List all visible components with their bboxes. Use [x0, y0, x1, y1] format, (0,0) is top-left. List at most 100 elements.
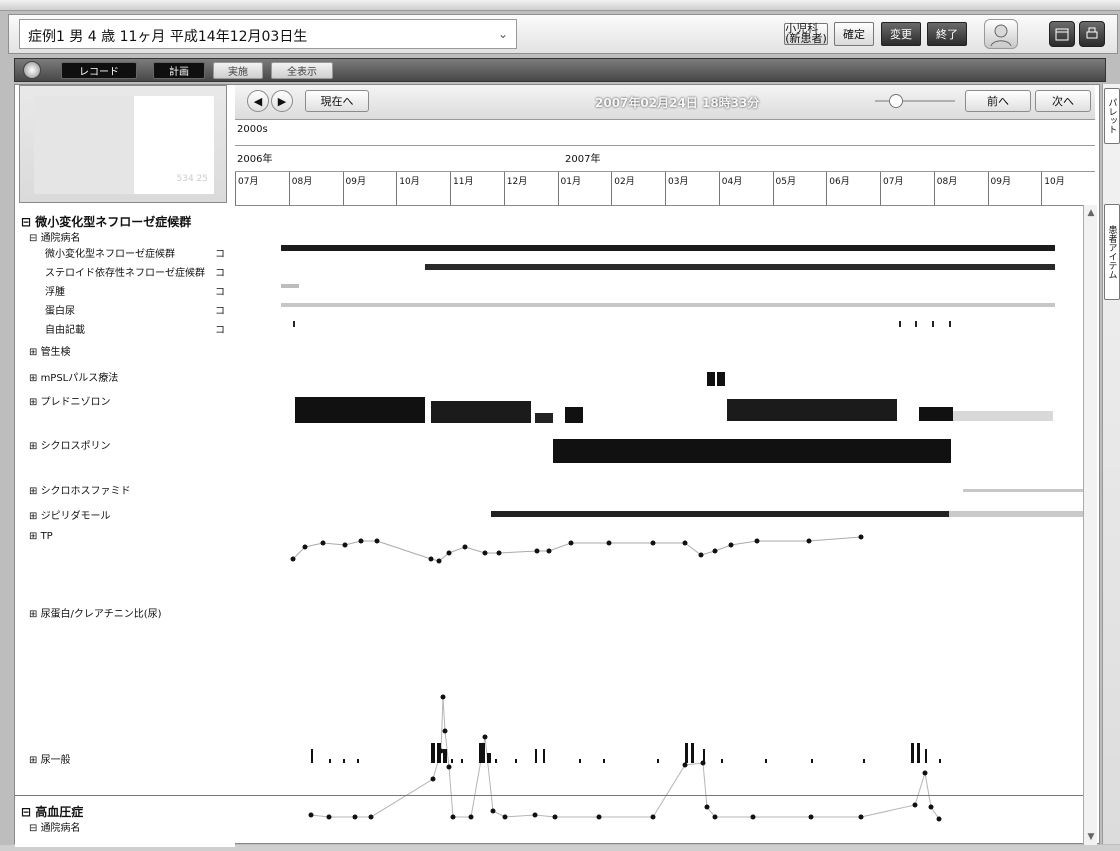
track-label: 尿蛋白/クレアチニン比(尿)	[40, 609, 162, 620]
calendar-button[interactable]	[1049, 21, 1075, 47]
expand-icon[interactable]: ⊞	[29, 347, 41, 358]
track-item[interactable]: ⊞ シクロスポリン	[29, 437, 111, 452]
chevron-down-icon[interactable]: ⌄	[497, 27, 508, 41]
prev-button[interactable]: 前へ	[965, 90, 1031, 112]
timeline-month-tick	[557, 172, 559, 205]
diag-bar-3	[281, 284, 299, 288]
expand-icon[interactable]: ⊞	[29, 755, 41, 766]
diagnosis-group-2-label: 通院病名	[40, 823, 81, 834]
prev-button-label: 前へ	[987, 95, 1009, 108]
diagnosis-item[interactable]: ステロイド依存性ネフローゼ症候群	[45, 268, 205, 279]
tab-actual-label: 実施	[228, 67, 248, 78]
section-title-hypertension: ⊟ 高血圧症	[21, 803, 83, 820]
timeline-month-tick	[772, 172, 774, 205]
app-logo-icon	[23, 61, 41, 79]
collapse-icon[interactable]: ⊟	[21, 215, 36, 229]
track-item[interactable]: ⊞ 尿蛋白/クレアチニン比(尿)	[29, 605, 162, 620]
scroll-up-icon[interactable]: ▲	[1087, 208, 1095, 218]
change-button[interactable]: 変更	[881, 22, 921, 46]
diagnosis-item[interactable]: 蛋白尿	[45, 306, 75, 317]
timeline-month-tick	[503, 172, 505, 205]
scroll-down-icon[interactable]: ▼	[1087, 832, 1095, 842]
tab-show-all[interactable]: 全表示	[271, 62, 333, 79]
print-button[interactable]	[1079, 21, 1105, 47]
diagnosis-item[interactable]: 微小変化型ネフローゼ症候群	[45, 249, 175, 260]
overview-thumbnail-note: 534 25	[176, 174, 209, 184]
timeline-month-label: 11月	[453, 177, 474, 187]
expand-icon[interactable]: ⊞	[29, 609, 41, 620]
timeline-month-tick	[826, 172, 828, 205]
timeline-month-label: 08月	[291, 177, 313, 187]
tab-actual[interactable]: 実施	[213, 62, 263, 79]
collapse-icon[interactable]: ⊟	[21, 805, 36, 819]
main-workspace: 534 25 ◀ ▶ 現在へ 2007年02月24日 18時33分 前へ 次へ	[14, 84, 1100, 847]
overview-thumbnail[interactable]: 534 25	[19, 85, 227, 203]
tp-points	[290, 534, 864, 564]
section-title-nephrotic: ⊟ 微小変化型ネフローゼ症候群	[21, 213, 191, 230]
timeline-month-tick	[665, 172, 666, 205]
timeline-month-tick	[880, 172, 881, 205]
tab-plan[interactable]: 計画	[153, 62, 205, 79]
diagnosis-flag: コ	[215, 268, 225, 279]
confirm-button[interactable]: 確定	[834, 22, 874, 46]
collapse-icon[interactable]: ⊟	[29, 233, 41, 244]
timeline-month-label: 10月	[399, 177, 420, 187]
user-avatar[interactable]	[984, 19, 1018, 49]
track-item[interactable]: ⊞ ジピリダモール	[29, 507, 111, 522]
diagnosis-flag: コ	[215, 306, 225, 317]
track-item[interactable]: ⊞ プレドニゾロン	[29, 393, 111, 408]
timeline-month-tick	[933, 172, 935, 205]
track-item[interactable]: ⊞ シクロホスファミド	[29, 482, 131, 497]
forward-button[interactable]: ▶	[271, 90, 293, 112]
tab-record-label: レコード	[79, 67, 119, 78]
expand-icon[interactable]: ⊞	[29, 486, 41, 497]
palette-tab[interactable]: パレット	[1104, 88, 1120, 144]
pulse-block-2	[717, 372, 725, 386]
expand-icon[interactable]: ⊞	[29, 397, 41, 408]
track-item[interactable]: ⊞ 管生検	[29, 343, 71, 358]
now-button-label: 現在へ	[320, 95, 354, 108]
current-datetime: 2007年02月24日 18時33分	[595, 96, 760, 110]
timeline-month-label: 08月	[936, 177, 958, 187]
track-item[interactable]: ⊞ 尿一般	[29, 751, 71, 766]
exit-button[interactable]: 終了	[927, 22, 967, 46]
timeline-year-2006: 2006年	[237, 154, 273, 165]
back-button[interactable]: ◀	[247, 90, 269, 112]
section-title-hypertension-text: 高血圧症	[35, 805, 84, 819]
diagnosis-item[interactable]: 自由記載	[45, 325, 85, 336]
zoom-slider-thumb[interactable]	[889, 94, 903, 108]
expand-icon[interactable]: ⊞	[29, 511, 41, 522]
tab-record[interactable]: レコード	[61, 62, 137, 79]
timeline-decade-row: 2000s	[235, 119, 1095, 145]
confirm-button-label: 確定	[843, 28, 865, 41]
now-button[interactable]: 現在へ	[305, 90, 369, 112]
track-label: 管生検	[40, 347, 71, 358]
overview-thumbnail-shade	[34, 96, 134, 194]
expand-icon[interactable]: ⊞	[29, 531, 41, 542]
expand-icon[interactable]: ⊞	[29, 441, 41, 452]
next-button[interactable]: 次へ	[1035, 90, 1091, 112]
track-label: ジピリダモール	[40, 511, 111, 522]
collapse-icon[interactable]: ⊟	[29, 823, 41, 834]
section-divider	[15, 795, 1083, 796]
zoom-slider-track[interactable]	[875, 100, 955, 102]
timeline-month-label: 04月	[721, 177, 743, 187]
diagnosis-item[interactable]: 浮腫	[45, 287, 65, 298]
department-button[interactable]: 小児科 (新患者)	[784, 23, 828, 45]
track-item[interactable]: ⊞ TP	[29, 531, 53, 542]
timeline-month-label: 07月	[883, 177, 904, 187]
diag-bar-2	[425, 264, 1055, 270]
patient-items-tab[interactable]: 患者アイテム	[1104, 204, 1120, 300]
timeline-month-label: 06月	[829, 177, 850, 187]
timeline-month-label: 10月	[1044, 177, 1065, 187]
pred-taper	[953, 411, 1053, 421]
expand-icon[interactable]: ⊞	[29, 373, 41, 384]
timeline-month-tick	[450, 172, 451, 205]
vertical-scrollbar[interactable]: ▲ ▼	[1083, 205, 1097, 845]
patient-selector[interactable]: 症例1 男 4 歳 11ヶ月 平成14年12月03日生 ⌄	[19, 19, 517, 49]
cyclosporine-block	[553, 439, 951, 463]
print-icon	[1086, 27, 1098, 39]
view-mode-tabs: レコード 計画 実施 全表示	[14, 58, 1106, 82]
track-item[interactable]: ⊞ mPSLパルス療法	[29, 369, 118, 384]
